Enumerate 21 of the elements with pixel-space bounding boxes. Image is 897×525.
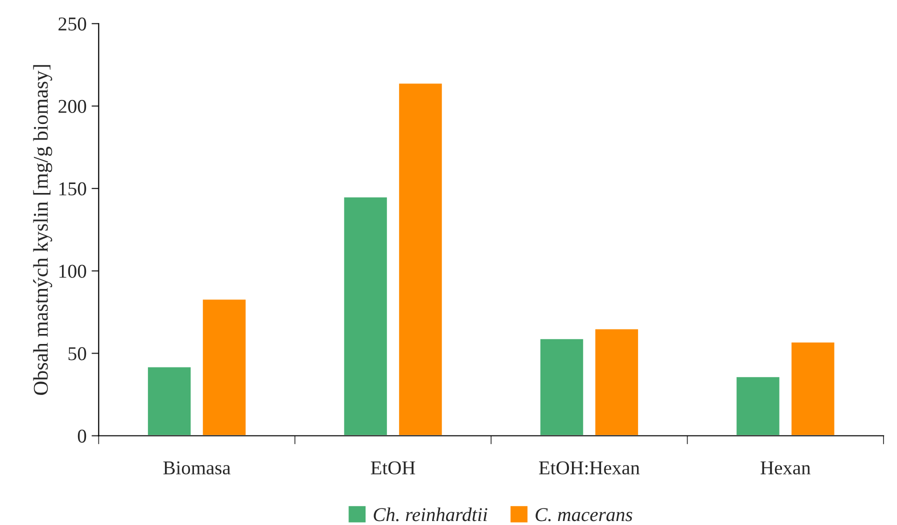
x-tick-label: EtOH [370,461,416,474]
bar [342,196,388,436]
bar [146,366,192,436]
legend-label: C. macerans [536,508,632,522]
bar [201,298,248,436]
x-tick-label: Hexan [760,462,811,474]
y-tick-label: 150 [59,182,86,196]
y-tick-label: 0 [78,430,86,443]
y-tick-label: 250 [58,17,86,31]
y-tick-label: 50 [68,347,86,360]
y-tick-label: 100 [59,264,86,278]
bar [538,338,585,436]
y-tick-label: 200 [58,100,86,113]
bar [594,328,640,436]
legend-label: Ch. reinhardtii [374,508,488,522]
y-axis-title: Obsah mastných kyslin [mg/g biomasy] [33,65,52,395]
x-tick-label: EtOH:Hexan [539,461,640,475]
bar [790,341,836,436]
bar [398,82,444,436]
x-tick-label: Biomasa [163,461,231,474]
bar [735,376,781,436]
